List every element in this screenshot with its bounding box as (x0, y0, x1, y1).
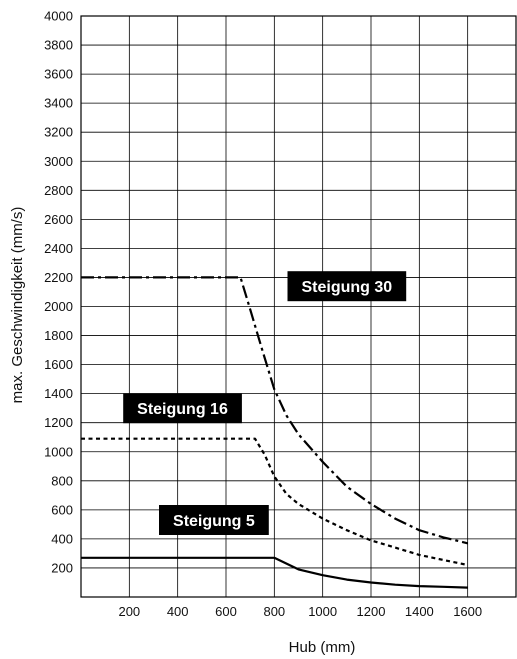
y-tick-label: 3800 (44, 38, 73, 53)
y-tick-label: 2800 (44, 183, 73, 198)
series-line-2 (81, 556, 468, 589)
y-axis-label: max. Geschwindigkeit (mm/s) (9, 207, 26, 404)
series-label-box (123, 393, 242, 424)
y-tick-label: 1600 (44, 357, 73, 372)
series-label-0: Steigung 30 (287, 271, 407, 302)
y-tick-label: 3400 (44, 96, 73, 111)
y-tick-label: 1000 (44, 444, 73, 459)
series-label-2: Steigung 5 (159, 505, 269, 535)
y-tick-label: 3000 (44, 154, 73, 169)
series-label-box (159, 505, 269, 535)
series-label-1: Steigung 16 (123, 393, 242, 424)
series-line-0 (81, 276, 468, 545)
x-tick-label: 800 (263, 604, 285, 619)
x-tick-label: 1400 (405, 604, 434, 619)
y-tick-label: 200 (51, 560, 73, 575)
series-label-text: Steigung 5 (173, 513, 255, 530)
series-labels: Steigung 30 Steigung 16 Steigung 5 (123, 271, 407, 535)
y-tick-labels: 200 400 600 800 1000 1200 1400 1600 1800 2000 2200… (44, 9, 73, 576)
x-tick-label: 1600 (453, 604, 482, 619)
y-tick-label: 3600 (44, 67, 73, 82)
series-label-text: Steigung 16 (137, 401, 228, 418)
plot-frame (80, 15, 517, 598)
y-tick-label: 2000 (44, 299, 73, 314)
y-tick-label: 4000 (44, 9, 73, 24)
y-tick-label: 400 (51, 531, 73, 546)
y-tick-label: 1200 (44, 415, 73, 430)
series-lines (81, 276, 468, 589)
x-tick-label: 600 (215, 604, 237, 619)
x-tick-label: 1200 (357, 604, 386, 619)
y-tick-label: 1400 (44, 386, 73, 401)
y-tick-label: 2200 (44, 270, 73, 285)
y-tick-label: 1800 (44, 328, 73, 343)
series-line-1 (81, 437, 468, 567)
y-tick-label: 2600 (44, 212, 73, 227)
x-tick-labels: 200 400 600 800 1000 1200 1400 1600 (118, 604, 482, 619)
x-tick-label: 200 (118, 604, 140, 619)
x-axis-label: Hub (mm) (289, 639, 356, 656)
series-label-text: Steigung 30 (301, 279, 392, 296)
y-tick-label: 3200 (44, 125, 73, 140)
grid (81, 16, 516, 597)
y-tick-label: 600 (51, 502, 73, 517)
x-tick-label: 1000 (308, 604, 337, 619)
series-label-box (287, 271, 407, 302)
y-tick-label: 800 (51, 473, 73, 488)
x-tick-label: 400 (167, 604, 189, 619)
y-tick-label: 2400 (44, 241, 73, 256)
